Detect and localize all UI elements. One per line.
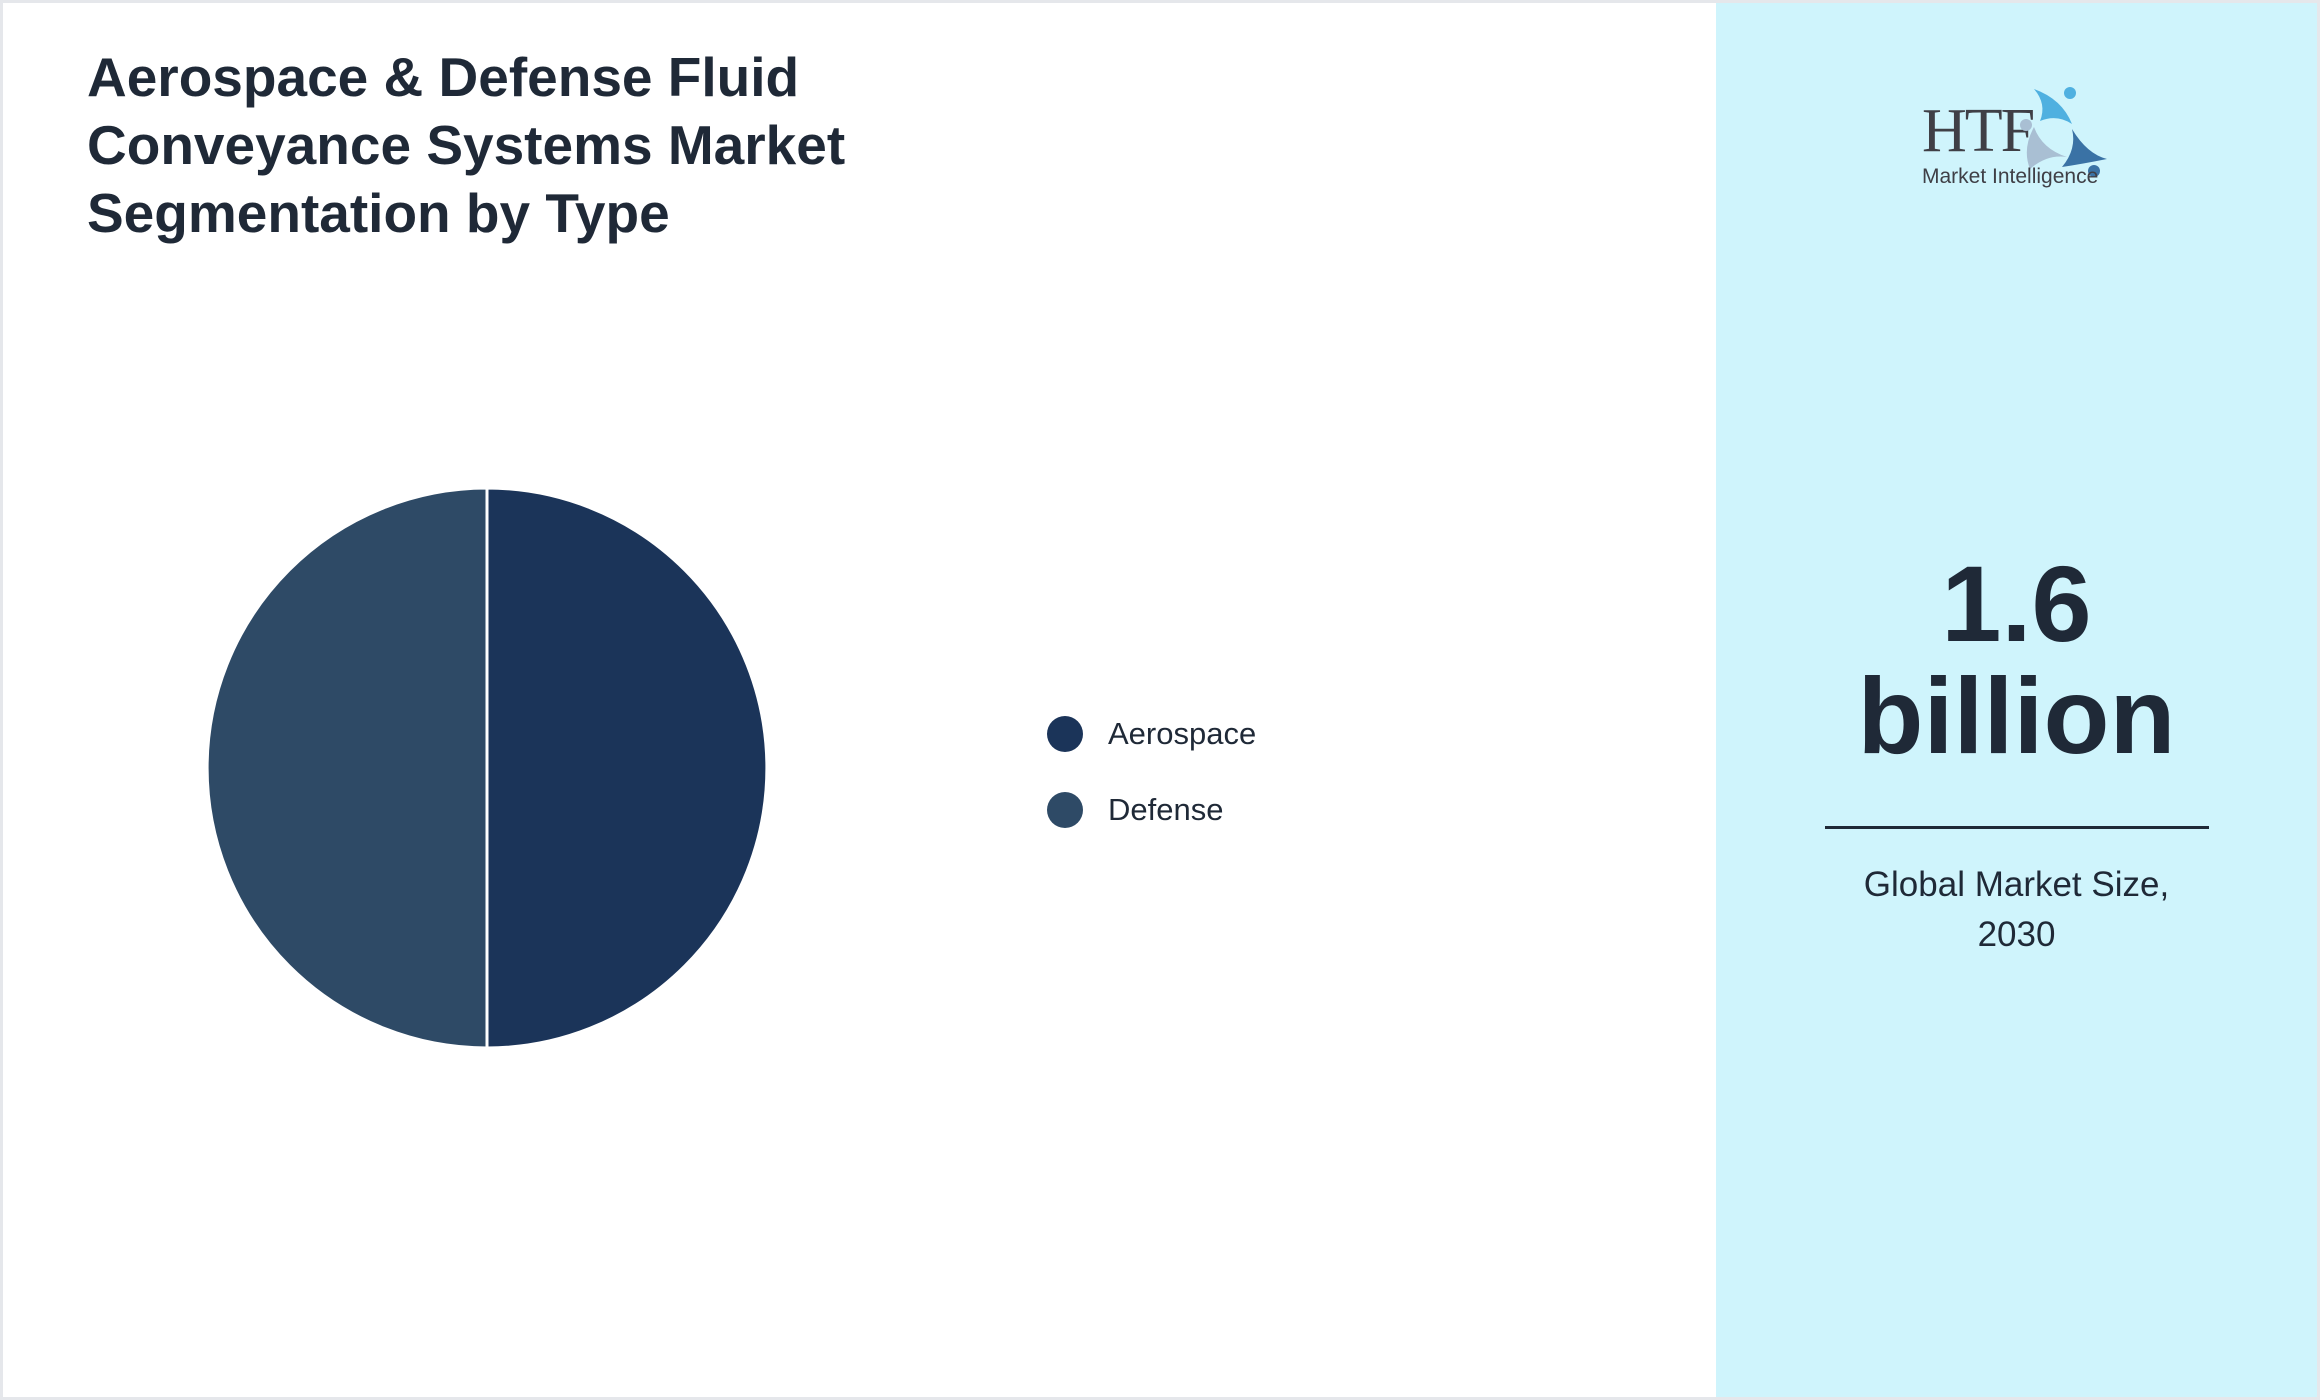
legend-label-defense: Defense (1108, 792, 1224, 827)
market-size-number: 1.6 (1941, 543, 2092, 664)
chart-title: Aerospace & Defense Fluid Conveyance Sys… (87, 46, 846, 244)
legend-label-aerospace: Aerospace (1108, 716, 1257, 751)
legend-item-defense: Defense (1047, 791, 1256, 829)
legend: Aerospace Defense (1047, 715, 1256, 867)
logo-subtext: Market Intelligence (1922, 165, 2098, 188)
legend-swatch-defense (1047, 792, 1083, 828)
market-size-panel: HTF Market Intelligence 1.6 billion Glob… (1716, 3, 2317, 1397)
caption-line-2: 2030 (1977, 915, 2056, 954)
legend-swatch-aerospace (1047, 716, 1083, 752)
market-size-caption: Global Market Size, 2030 (1716, 860, 2317, 960)
pie-chart (205, 486, 769, 1050)
legend-item-aerospace: Aerospace (1047, 715, 1256, 753)
logo-text: HTF (1922, 97, 2034, 165)
caption-line-1: Global Market Size, (1863, 865, 2170, 904)
market-size-unit: billion (1857, 655, 2176, 776)
pie-slice-aerospace (485, 486, 769, 1050)
htf-logo: HTF Market Intelligence (1922, 87, 2107, 188)
pie-slice-defense (205, 486, 489, 1050)
divider (1825, 826, 2209, 829)
